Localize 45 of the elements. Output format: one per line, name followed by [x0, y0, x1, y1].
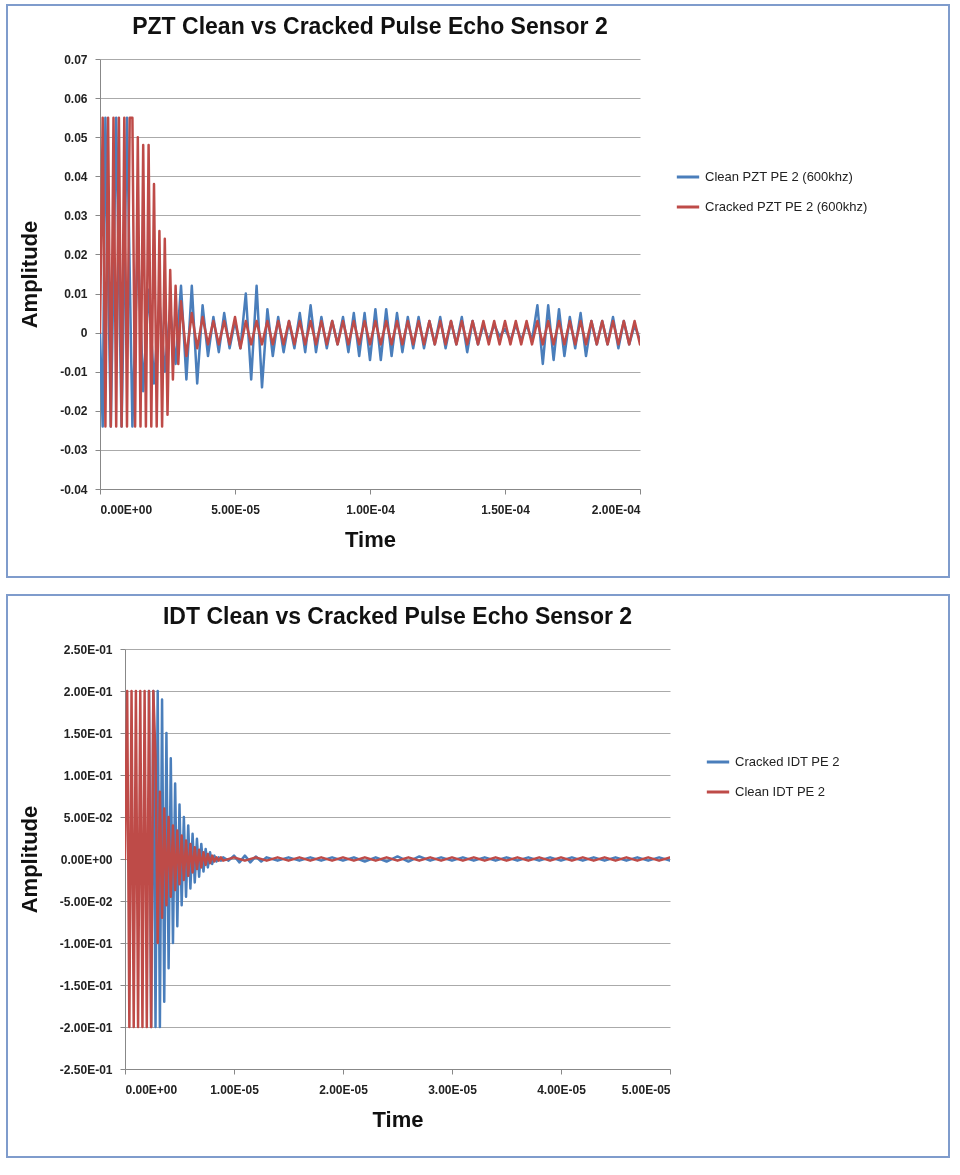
- x-tick-label: 1.00E-05: [210, 1082, 260, 1097]
- y-tick-label: 0.00E+00: [60, 852, 113, 867]
- y-tick-label: -5.00E-02: [59, 894, 113, 909]
- x-tick-label: 1.00E-04: [346, 502, 396, 517]
- y-tick-label: 2.50E-01: [63, 642, 113, 657]
- y-tick-label: -1.50E-01: [59, 978, 113, 993]
- chart-title: PZT Clean vs Cracked Pulse Echo Sensor 2: [132, 13, 608, 39]
- legend-label: Cracked IDT PE 2: [735, 754, 840, 769]
- y-tick-label: 0.07: [64, 52, 88, 67]
- x-tick-label: 0.00E+00: [125, 1082, 178, 1097]
- legend-label: Clean PZT PE 2 (600khz): [705, 169, 853, 184]
- x-tick-label: 5.00E-05: [621, 1082, 671, 1097]
- y-tick-label: 0.02: [64, 247, 88, 262]
- x-tick-label: 0.00E+00: [100, 502, 153, 517]
- y-tick-label: 0.04: [64, 169, 88, 184]
- chart-title: IDT Clean vs Cracked Pulse Echo Sensor 2: [162, 603, 633, 629]
- y-tick-label: -2.50E-01: [59, 1062, 113, 1077]
- line-series: [100, 116, 640, 428]
- y-tick-label: 0: [80, 326, 88, 341]
- x-tick-label: 2.00E-04: [591, 502, 641, 517]
- x-tick-label: 3.00E-05: [428, 1082, 478, 1097]
- y-tick-label: 1.00E-01: [63, 768, 113, 783]
- y-tick-label: 0.03: [64, 208, 88, 223]
- y-tick-label: 0.05: [64, 130, 88, 145]
- x-tick-label: 1.50E-04: [481, 502, 531, 517]
- x-tick-label: 5.00E-05: [211, 502, 261, 517]
- y-tick-label: -0.03: [60, 443, 88, 458]
- x-axis-title: Time: [372, 1106, 424, 1132]
- x-axis-title: Time: [345, 526, 396, 552]
- y-axis-title: Amplitude: [17, 220, 43, 329]
- legend-label: Clean IDT PE 2: [735, 784, 826, 799]
- legend-label: Cracked PZT PE 2 (600khz): [705, 199, 868, 214]
- y-axis-title: Amplitude: [16, 805, 42, 914]
- x-tick-label: 2.00E-05: [319, 1082, 369, 1097]
- y-tick-label: 0.01: [64, 287, 88, 302]
- x-tick-label: 4.00E-05: [537, 1082, 587, 1097]
- y-tick-label: -0.02: [60, 404, 88, 419]
- y-tick-label: 1.50E-01: [63, 726, 113, 741]
- y-tick-label: -1.00E-01: [59, 936, 113, 951]
- y-tick-label: 5.00E-02: [63, 810, 113, 825]
- y-tick-label: 2.00E-01: [63, 684, 113, 699]
- y-tick-label: -0.01: [60, 365, 88, 380]
- y-tick-label: -2.00E-01: [59, 1020, 113, 1035]
- y-tick-label: 0.06: [64, 91, 88, 106]
- y-tick-label: -0.04: [60, 482, 88, 497]
